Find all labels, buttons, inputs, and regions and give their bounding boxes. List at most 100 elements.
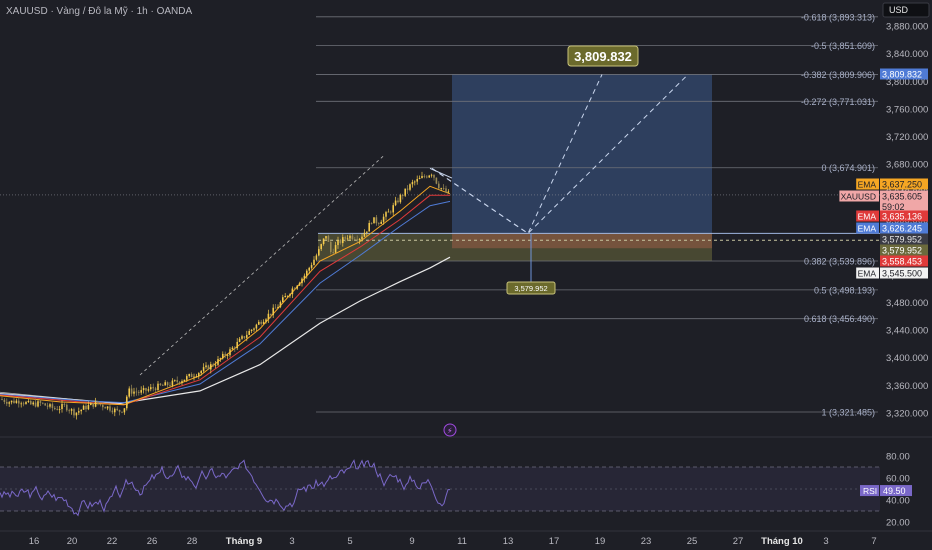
candle-body xyxy=(346,238,349,240)
candle-body xyxy=(145,388,147,391)
candle-body xyxy=(262,321,265,324)
fib-label: -0.5 (3,851.609) xyxy=(811,41,875,51)
channel-line-upper xyxy=(139,154,386,376)
candle-body xyxy=(207,365,210,370)
candle-body xyxy=(178,381,181,384)
price-tag-title: EMA xyxy=(858,212,877,222)
candle-body xyxy=(63,404,66,405)
price-tick-label: 3,720.000 xyxy=(886,132,928,143)
time-tick-label: Tháng 9 xyxy=(226,536,262,547)
target-zone xyxy=(452,74,712,234)
time-tick-label: 3 xyxy=(289,536,294,547)
price-tag-title-box xyxy=(856,267,879,279)
candle-body xyxy=(250,329,253,332)
candle-body xyxy=(183,379,186,382)
candle-body xyxy=(85,405,87,410)
candle-body xyxy=(164,382,166,386)
price-tick-label: 3,440.000 xyxy=(886,326,928,337)
candle-body xyxy=(402,195,404,196)
price-tag-title: XAUUSD xyxy=(841,192,876,202)
candle-body xyxy=(274,307,277,309)
candle-body xyxy=(150,387,152,390)
price-tag-box xyxy=(880,210,928,222)
price-tick-label: 3,880.000 xyxy=(886,22,928,33)
fib-label: 0 (3,674.901) xyxy=(821,163,875,173)
price-tag-title-box xyxy=(839,190,879,202)
candle-body xyxy=(22,403,25,405)
candle-body xyxy=(46,405,49,407)
candle-body xyxy=(222,353,224,359)
candle-body xyxy=(433,174,435,178)
candle-body xyxy=(366,231,368,233)
candle-body xyxy=(78,411,80,413)
price-tag-ema-orange: 3,637.250 EMA xyxy=(856,178,928,190)
candle-body xyxy=(344,237,346,239)
candle-body xyxy=(73,409,75,416)
candle-body xyxy=(6,401,8,404)
candle-body xyxy=(445,188,447,193)
candle-body xyxy=(255,324,258,329)
time-tick-label: 19 xyxy=(595,536,606,547)
flash-icon[interactable]: ⚡ xyxy=(443,423,457,437)
candle-body xyxy=(224,353,226,356)
candle-body xyxy=(162,385,164,386)
candle-body xyxy=(217,358,219,365)
target-price-callout: 3,809.832 xyxy=(567,45,639,67)
candle-body xyxy=(294,288,296,290)
candle-body xyxy=(61,404,63,410)
candle-body xyxy=(15,400,18,404)
time-tick-label: 13 xyxy=(503,536,514,547)
candle-body xyxy=(260,321,262,324)
candle-body xyxy=(270,313,272,315)
candle-body xyxy=(416,179,418,182)
time-tick-label: 7 xyxy=(871,536,876,547)
candle-body xyxy=(188,374,190,377)
candle-body xyxy=(92,403,94,407)
candle-body xyxy=(438,183,440,189)
candle-body xyxy=(375,217,378,224)
candle-body xyxy=(421,176,423,179)
candle-body xyxy=(301,278,303,284)
candle-body xyxy=(8,402,10,404)
candle-body xyxy=(135,391,138,393)
price-tag-entry: 3,579.952 xyxy=(880,233,928,245)
candle-body xyxy=(428,175,430,178)
candle-body xyxy=(27,401,30,402)
fib-label: 0.618 (3,456.490) xyxy=(804,314,875,324)
candle-body xyxy=(212,364,214,366)
candle-body xyxy=(56,409,58,410)
rsi-title-text: RSI xyxy=(863,486,877,496)
candle-body xyxy=(104,407,106,409)
entry-callout-text: 3,579.952 xyxy=(514,284,547,293)
price-tag-title: EMA xyxy=(858,269,877,279)
projection-start xyxy=(429,167,453,179)
candle-body xyxy=(390,211,392,213)
price-tag-target: 3,809.832 xyxy=(880,68,928,80)
currency-button[interactable]: USD xyxy=(882,2,930,18)
candle-body xyxy=(378,223,380,225)
symbol-title: XAUUSD · Vàng / Đô la Mỹ · 1h · OANDA xyxy=(6,6,192,17)
rsi-value-tag: 49.50 RSI xyxy=(860,485,912,497)
rsi-line xyxy=(0,459,450,517)
candle-body xyxy=(440,188,442,189)
candle-body xyxy=(385,212,387,217)
candle-body xyxy=(337,240,339,246)
candle-body xyxy=(106,406,109,409)
time-tick-label: 25 xyxy=(687,536,698,547)
candle-body xyxy=(18,400,20,404)
candle-body xyxy=(289,294,291,296)
candle-body xyxy=(200,370,202,374)
candle-body xyxy=(1,399,3,400)
price-tick-label: 3,320.000 xyxy=(886,409,928,420)
price-tag-value: 3,637.250 xyxy=(882,180,922,190)
candle-body xyxy=(409,184,411,190)
candle-body xyxy=(126,396,128,409)
price-tag-title: EMA xyxy=(858,224,877,234)
candle-body xyxy=(169,385,171,387)
price-tag-sub: 59:02 xyxy=(882,202,905,212)
candle-body xyxy=(330,241,332,252)
price-tag-value: 3,579.952 xyxy=(882,246,922,256)
